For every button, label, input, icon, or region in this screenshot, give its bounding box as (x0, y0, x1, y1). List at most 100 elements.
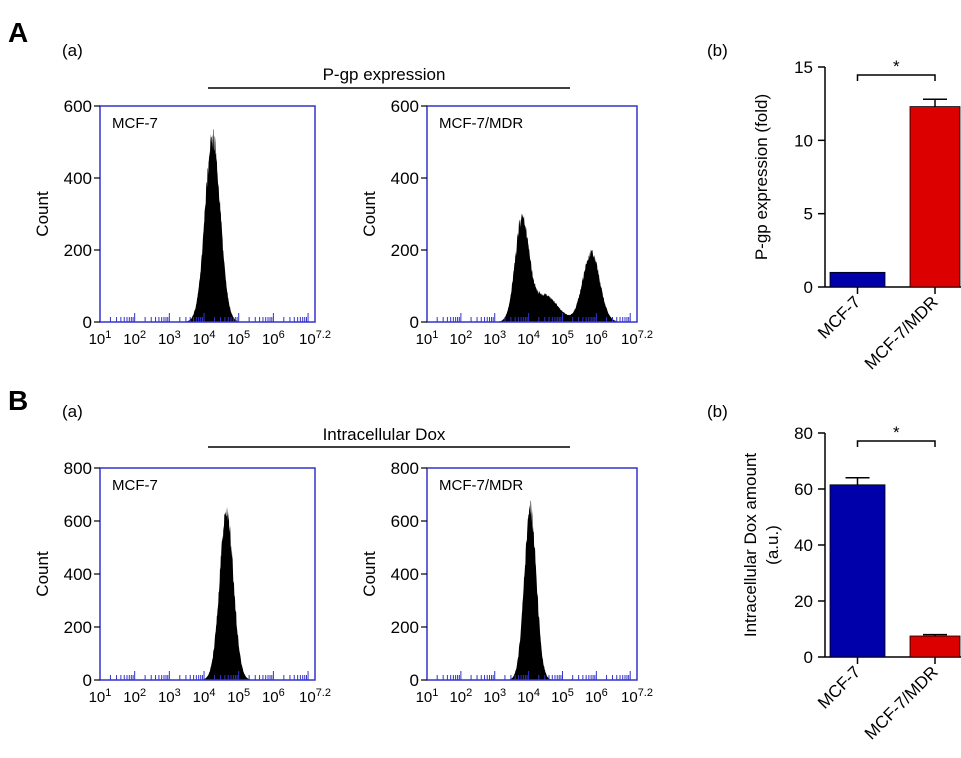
y-tick-label: 0 (804, 648, 813, 667)
bar-2 (909, 635, 961, 658)
y-tick-label: 400 (64, 565, 92, 584)
histogram-fill (100, 506, 315, 680)
x-tick-label: MCF-7/MDR (861, 292, 942, 373)
x-tick-label: 105 (551, 329, 574, 348)
y-tick-label: 400 (64, 169, 92, 188)
significance-marker: * (893, 57, 900, 76)
x-tick-label: 107.2 (299, 329, 331, 348)
panel-letter-A: A (8, 17, 28, 48)
histogram-B-a-2: 101 102 103 104 105 106 107.2 0 200 400 600 800 Coun… (360, 459, 653, 706)
x-tick-label: 101 (89, 329, 112, 348)
x-tick-label: 104 (517, 687, 540, 706)
y-tick-label: 60 (794, 480, 813, 499)
y-axis-label: Count (360, 551, 379, 597)
y-tick-label: 10 (794, 131, 813, 150)
sample-label: MCF-7/MDR (439, 115, 523, 132)
y-tick-label: 800 (64, 459, 92, 478)
significance-bracket (856, 74, 936, 81)
x-tick-label: 102 (123, 687, 146, 706)
y-tick-label: 600 (391, 512, 419, 531)
x-tick-label: MCF-7 (814, 292, 864, 342)
x-tick-label: 104 (193, 687, 216, 706)
y-tick-label: 400 (391, 169, 419, 188)
bar-2 (909, 106, 961, 288)
x-tick-label: 101 (89, 687, 112, 706)
x-tick-label: 103 (483, 687, 506, 706)
significance-bracket (856, 440, 936, 447)
panel-letter-B: B (8, 385, 28, 416)
histogram-fill (100, 128, 315, 322)
y-tick-label: 200 (391, 618, 419, 637)
x-tick-label: 105 (227, 687, 250, 706)
panel-A-sub-a: (a) (62, 41, 83, 60)
y-tick-label: 0 (804, 278, 813, 297)
panel-B-header: Intracellular Dox (323, 425, 446, 444)
plot-frame (99, 467, 316, 681)
histogram-fill (427, 500, 637, 680)
y-tick-label: 0 (83, 313, 92, 332)
x-tick-label: 103 (158, 687, 181, 706)
x-tick-label: 104 (517, 329, 540, 348)
plot-frame (99, 105, 316, 323)
x-tick-label: 103 (483, 329, 506, 348)
x-tick-label: 104 (193, 329, 216, 348)
y-tick-label: 20 (794, 592, 813, 611)
x-tick-label: 103 (158, 329, 181, 348)
histogram-A-a-2: 101 102 103 104 105 106 107.2 0 200 400 600 Count MC… (360, 97, 653, 348)
x-tick-label: 101 (416, 329, 439, 348)
y-axis-label: (a.u.) (763, 525, 782, 565)
x-tick-label: 102 (449, 687, 472, 706)
x-tick-label: MCF-7 (814, 662, 864, 712)
x-tick-label: 105 (551, 687, 574, 706)
y-tick-label: 15 (794, 58, 813, 77)
y-axis-label: P-gp expression (fold) (752, 94, 771, 260)
x-tick-label: 106 (585, 687, 608, 706)
histogram-B-a-1: 101 102 103 104 105 106 107.2 0 200 400 600 800 Coun… (33, 459, 331, 706)
histogram-fill (427, 213, 637, 322)
y-axis-label: Count (33, 551, 52, 597)
sample-label: MCF-7 (112, 115, 158, 132)
y-axis-label: Count (33, 191, 52, 237)
x-tick-label: 106 (262, 687, 285, 706)
sample-label: MCF-7 (112, 477, 158, 494)
y-axis-label: Count (360, 191, 379, 237)
panel-A-header: P-gp expression (323, 65, 446, 84)
y-tick-label: 400 (391, 565, 419, 584)
sample-label: MCF-7/MDR (439, 477, 523, 494)
y-tick-label: 0 (410, 313, 419, 332)
panel-B-sub-b: (b) (707, 402, 728, 421)
y-tick-label: 0 (410, 671, 419, 690)
x-tick-label: 102 (123, 329, 146, 348)
y-axis-label: Intracellular Dox amount (741, 453, 760, 638)
bar-1 (829, 271, 886, 288)
x-tick-label: 107.2 (299, 687, 331, 706)
y-tick-label: 800 (391, 459, 419, 478)
y-tick-label: 200 (391, 241, 419, 260)
plot-frame (426, 105, 638, 323)
y-tick-label: 40 (794, 536, 813, 555)
histogram-A-a-1: 101 102 103 104 105 106 107.2 0 200 400 600 Count MC… (33, 97, 331, 348)
panel-B-sub-a: (a) (62, 402, 83, 421)
y-tick-label: 200 (64, 241, 92, 260)
x-tick-label: 102 (449, 329, 472, 348)
y-tick-label: 5 (804, 205, 813, 224)
x-tick-label: MCF-7/MDR (861, 662, 942, 743)
y-tick-label: 0 (83, 671, 92, 690)
x-tick-label: 105 (227, 329, 250, 348)
significance-marker: * (893, 423, 900, 442)
panel-A-sub-b: (b) (707, 41, 728, 60)
y-tick-label: 600 (391, 97, 419, 116)
x-tick-label: 107.2 (621, 687, 653, 706)
x-tick-label: 106 (262, 329, 285, 348)
y-tick-label: 80 (794, 424, 813, 443)
y-tick-label: 600 (64, 97, 92, 116)
y-tick-label: 600 (64, 512, 92, 531)
x-tick-label: 107.2 (621, 329, 653, 348)
x-tick-label: 101 (416, 687, 439, 706)
bar-1 (829, 484, 886, 658)
x-tick-label: 106 (585, 329, 608, 348)
y-tick-label: 200 (64, 618, 92, 637)
